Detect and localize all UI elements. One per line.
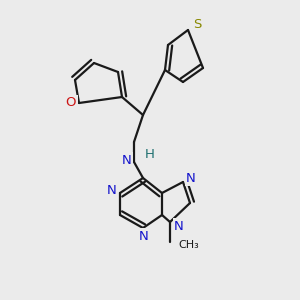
Text: CH₃: CH₃ bbox=[178, 240, 199, 250]
Text: O: O bbox=[66, 97, 76, 110]
Text: N: N bbox=[139, 230, 149, 242]
Text: N: N bbox=[107, 184, 117, 197]
Text: H: H bbox=[145, 148, 155, 160]
Text: N: N bbox=[186, 172, 196, 184]
Text: N: N bbox=[122, 154, 132, 166]
Text: N: N bbox=[174, 220, 184, 232]
Text: S: S bbox=[193, 19, 201, 32]
